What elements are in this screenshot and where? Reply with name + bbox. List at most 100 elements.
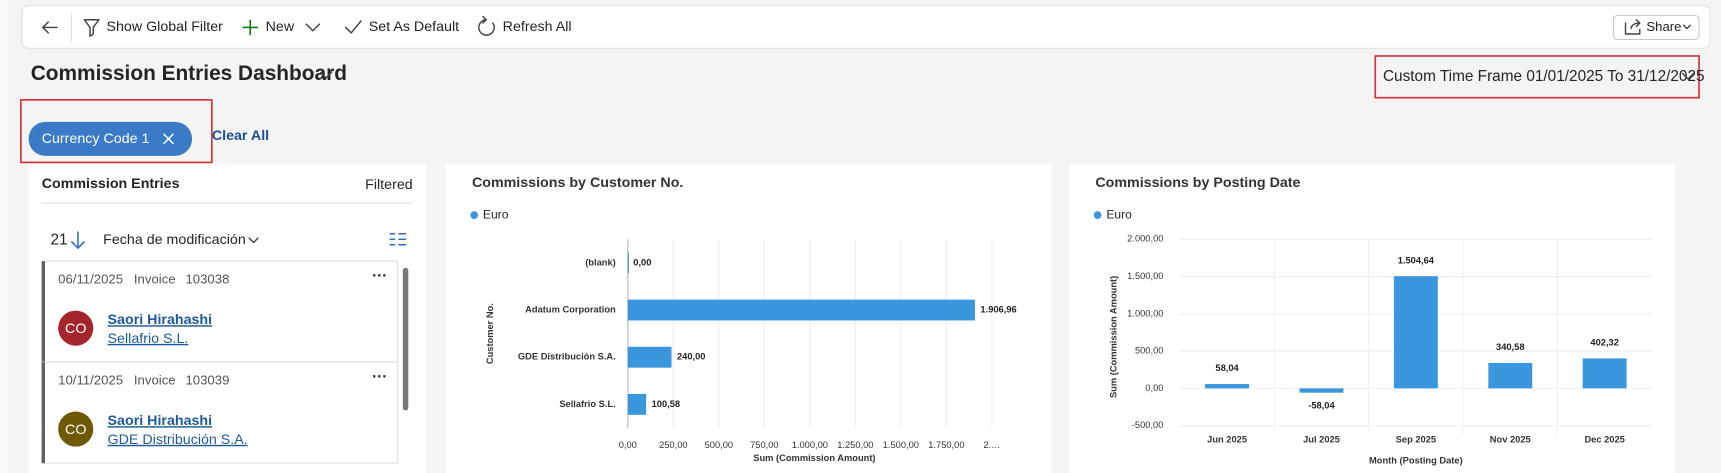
chart-title: Commissions by Customer No. [472, 175, 683, 191]
avatar-initials: CO [65, 321, 86, 337]
data-label: 1.504,64 [1398, 255, 1435, 265]
share-icon [1624, 19, 1641, 35]
data-label: 58,04 [1215, 363, 1239, 373]
entry-menu[interactable]: ··· [372, 268, 387, 285]
title-dropdown[interactable] [319, 71, 333, 79]
entry-marker [41, 362, 46, 464]
highlight-box [1374, 55, 1700, 99]
bar [627, 346, 672, 368]
bar [1205, 384, 1250, 389]
entry-card[interactable] [41, 260, 398, 363]
y-axis-title: Sum (Commission Amount) [1109, 276, 1119, 398]
x-tick-label: Sep 2025 [1396, 435, 1436, 445]
y-tick-label: Adatum Corporation [525, 304, 616, 314]
clear-all[interactable]: Clear All [212, 128, 269, 144]
filter-icon [83, 19, 100, 37]
bar [627, 252, 629, 274]
x-axis-title: Sum (Commission Amount) [753, 453, 875, 463]
check-icon [345, 20, 362, 34]
legend-label: Euro [483, 207, 509, 221]
x-tick-label: 2.… [983, 440, 1000, 450]
x-tick-label: 250,00 [659, 440, 687, 450]
y-tick-label: 500,00 [1135, 346, 1163, 356]
view-toggle[interactable] [389, 232, 407, 246]
time-frame[interactable]: Custom Time Frame 01/01/2025 To 31/12/20… [1383, 68, 1705, 85]
chart-title: Commissions by Posting Date [1095, 175, 1300, 191]
scrollbar [402, 267, 409, 411]
time-frame-dropdown[interactable] [1681, 72, 1695, 80]
x-tick-label: 1.000,00 [792, 440, 828, 450]
entry-name[interactable]: Saori Hirahashi [108, 312, 213, 328]
avatar-initials: CO [65, 422, 86, 438]
share-dropdown [1682, 24, 1691, 30]
avatar [58, 411, 94, 447]
toolbar-button[interactable]: New [266, 19, 295, 35]
data-label: 240,00 [677, 352, 705, 362]
toolbar [21, 4, 1711, 49]
left-edge [0, 0, 9, 473]
bar [627, 299, 975, 321]
x-tick-label: 1.750,00 [928, 440, 964, 450]
entry-date: 06/11/2025 [58, 271, 123, 286]
entry-number: 103038 [185, 271, 229, 286]
avatar [58, 310, 94, 346]
chart-panel [1069, 163, 1675, 473]
share-label[interactable]: Share [1646, 19, 1681, 34]
toolbar-button[interactable]: Show Global Filter [106, 19, 223, 35]
data-label: 0,00 [633, 257, 651, 267]
y-axis-title: Customer No. [485, 303, 495, 364]
x-tick-label: Jul 2025 [1303, 435, 1340, 445]
y-tick-label: Sellafrio S.L. [559, 399, 615, 409]
sort-direction[interactable] [70, 231, 86, 250]
entry-customer[interactable]: GDE Distribución S.A. [108, 432, 248, 448]
x-tick-label: 0,00 [619, 440, 637, 450]
toolbar-button[interactable]: Set As Default [369, 19, 459, 35]
filter-chip[interactable] [28, 121, 193, 156]
x-tick-label: 1.250,00 [837, 440, 873, 450]
highlight-box [20, 99, 213, 164]
panel-title: Commission Entries [42, 176, 180, 192]
entry-date: 10/11/2025 [58, 372, 123, 387]
x-tick-label: 750,00 [750, 440, 778, 450]
x-tick-label: Nov 2025 [1490, 435, 1531, 445]
x-tick-label: Dec 2025 [1584, 435, 1624, 445]
x-tick-label: 1.500,00 [883, 440, 919, 450]
y-tick-label: GDE Distribución S.A. [518, 352, 616, 362]
filter-chip-label: Currency Code 1 [42, 131, 150, 147]
bar [1488, 362, 1533, 389]
y-tick-label: (blank) [585, 257, 616, 267]
data-label: -58,04 [1308, 400, 1335, 410]
entry-marker [41, 261, 46, 363]
x-tick-label: Jun 2025 [1207, 435, 1247, 445]
y-tick-label: 0,00 [1145, 383, 1163, 393]
entry-menu[interactable]: ··· [372, 369, 387, 386]
back-button[interactable] [42, 21, 58, 34]
toolbar-button[interactable]: Refresh All [503, 19, 572, 35]
legend-marker [470, 211, 478, 219]
y-tick-label: -500,00 [1132, 420, 1164, 430]
new-dropdown[interactable] [305, 23, 321, 32]
data-label: 340,58 [1496, 342, 1524, 352]
x-axis-title: Month (Posting Date) [1369, 455, 1463, 465]
bar [1393, 276, 1438, 389]
entry-list: 06/11/2025 Invoice 103038 ··· CO Saori Hiraha… [41, 260, 398, 464]
entry-type: Invoice [134, 372, 176, 387]
bar [1299, 388, 1344, 393]
entry-customer[interactable]: Sellafrio S.L. [108, 331, 189, 347]
data-label: 402,32 [1590, 337, 1618, 347]
bar [627, 393, 647, 415]
entry-number: 103039 [185, 372, 229, 387]
y-tick-label: 2.000,00 [1127, 234, 1163, 244]
remove-filter[interactable] [162, 133, 174, 145]
sort-dropdown[interactable] [248, 237, 259, 244]
bar [1582, 358, 1627, 389]
data-label: 1.906,96 [980, 304, 1016, 314]
entry-name[interactable]: Saori Hirahashi [108, 413, 213, 429]
entry-type: Invoice [134, 271, 176, 286]
x-tick-label: 500,00 [705, 440, 733, 450]
dashboard-title: Commission Entries Dashboard [31, 62, 347, 85]
y-tick-label: 1.500,00 [1127, 271, 1163, 281]
sort-field[interactable]: Fecha de modificación [103, 232, 246, 248]
